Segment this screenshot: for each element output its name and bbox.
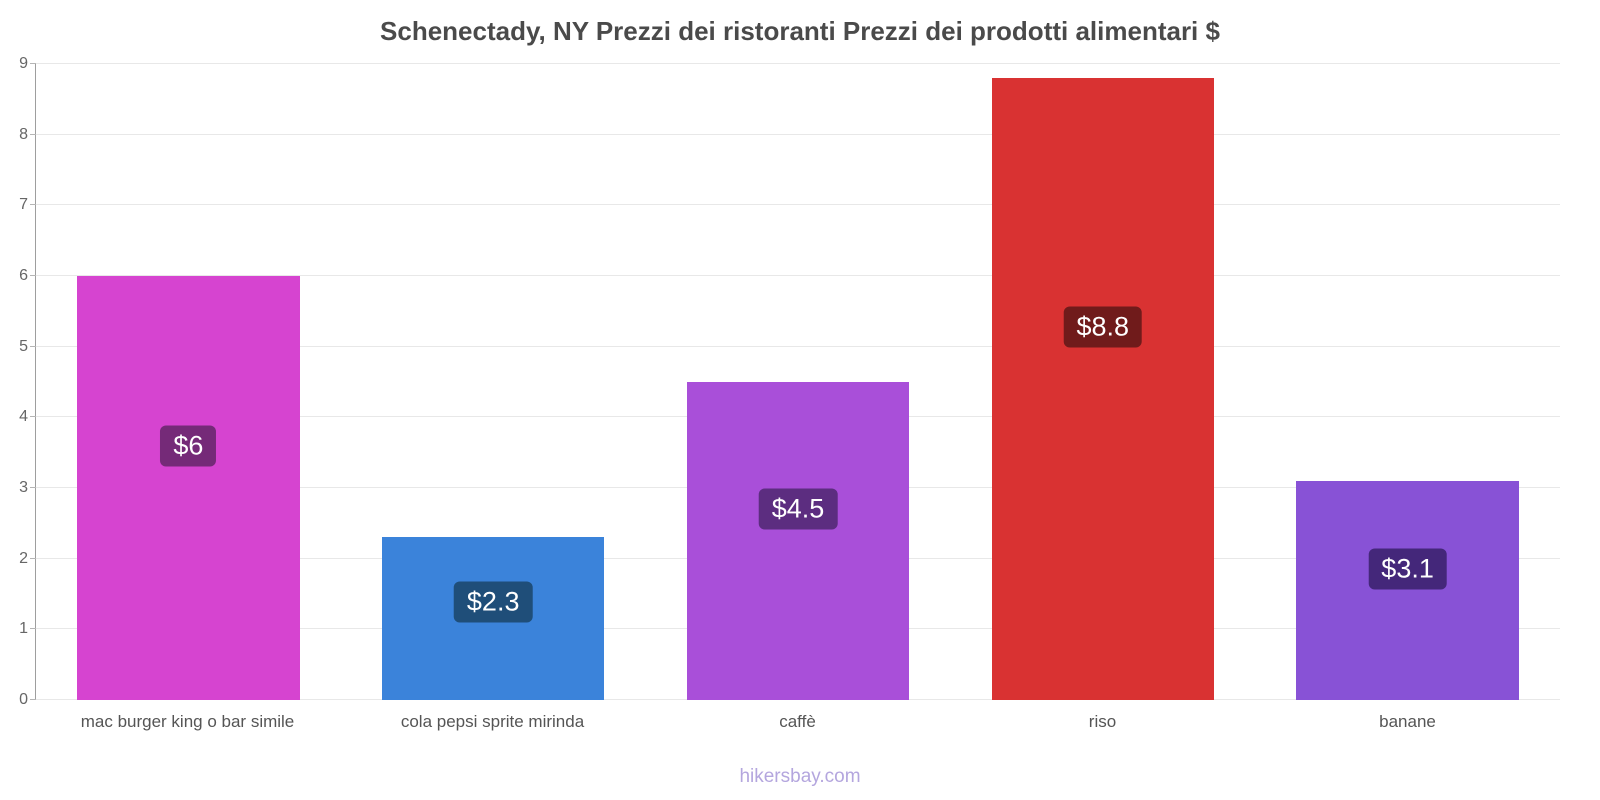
y-tick-label: 1: [19, 620, 28, 638]
y-tick-label: 0: [19, 691, 28, 708]
x-axis-labels: mac burger king o bar simile cola pepsi s…: [35, 712, 1560, 732]
chart-title: Schenectady, NY Prezzi dei ristoranti Pr…: [380, 16, 1220, 46]
x-category-label: banane: [1379, 712, 1436, 731]
bars-container: $6 $2.3 $4.5 $8.8 $3.1: [36, 64, 1560, 700]
x-category-label: caffè: [779, 712, 816, 731]
bar-1[interactable]: $6: [77, 276, 300, 700]
y-tick-label: 8: [19, 125, 28, 143]
y-tick-mark: [30, 487, 36, 488]
bar-4[interactable]: $8.8: [991, 78, 1215, 700]
bar-3[interactable]: $4.5: [686, 382, 910, 700]
x-category-label: riso: [1088, 712, 1117, 731]
y-tick-label: 6: [19, 267, 28, 284]
y-tick-label: 9: [19, 55, 28, 72]
x-category-label: mac burger king o bar simile: [80, 712, 295, 731]
y-tick-label: 7: [19, 196, 28, 214]
y-tick-mark: [30, 275, 36, 276]
bar-group: $2.3: [341, 64, 646, 700]
bar-group: $3.1: [1255, 64, 1560, 700]
bar-group: $8.8: [950, 64, 1255, 700]
bar-group: $6: [36, 64, 341, 700]
gridline: [36, 63, 1560, 64]
y-tick-label: 3: [19, 479, 28, 496]
y-tick-mark: [30, 345, 36, 347]
y-tick-label: 2: [19, 549, 28, 567]
bar-value-badge: $6: [160, 425, 217, 467]
gridline: [36, 345, 1560, 347]
y-tick-mark: [30, 699, 36, 700]
gridline: [36, 275, 1560, 276]
plot-area: 0 1 2 3 4 5 6 7 8 9 $6 $2.3 $4.5 $8.8 $3.1: [19, 55, 1560, 708]
watermark: hikersbay.com: [739, 766, 861, 787]
y-tick-mark: [30, 416, 36, 418]
bar-group: $4.5: [646, 64, 951, 700]
y-tick-mark: [30, 557, 36, 559]
bar-value-badge: $2.3: [453, 581, 533, 623]
y-tick-mark: [30, 204, 36, 206]
gridline: [36, 204, 1560, 206]
x-category-label: cola pepsi sprite mirinda: [400, 712, 585, 731]
bar-5[interactable]: $3.1: [1296, 480, 1519, 700]
bar-value-badge: $3.1: [1368, 548, 1447, 590]
bar-value-badge: $8.8: [1063, 306, 1143, 348]
y-tick-label: 5: [19, 337, 28, 355]
gridline: [36, 133, 1560, 135]
bar-2[interactable]: $2.3: [381, 537, 605, 700]
bar-value-badge: $4.5: [758, 488, 838, 530]
y-tick-mark: [30, 133, 36, 135]
y-tick-mark: [30, 63, 36, 64]
y-tick-label: 4: [19, 408, 28, 426]
y-tick-mark: [30, 628, 36, 630]
